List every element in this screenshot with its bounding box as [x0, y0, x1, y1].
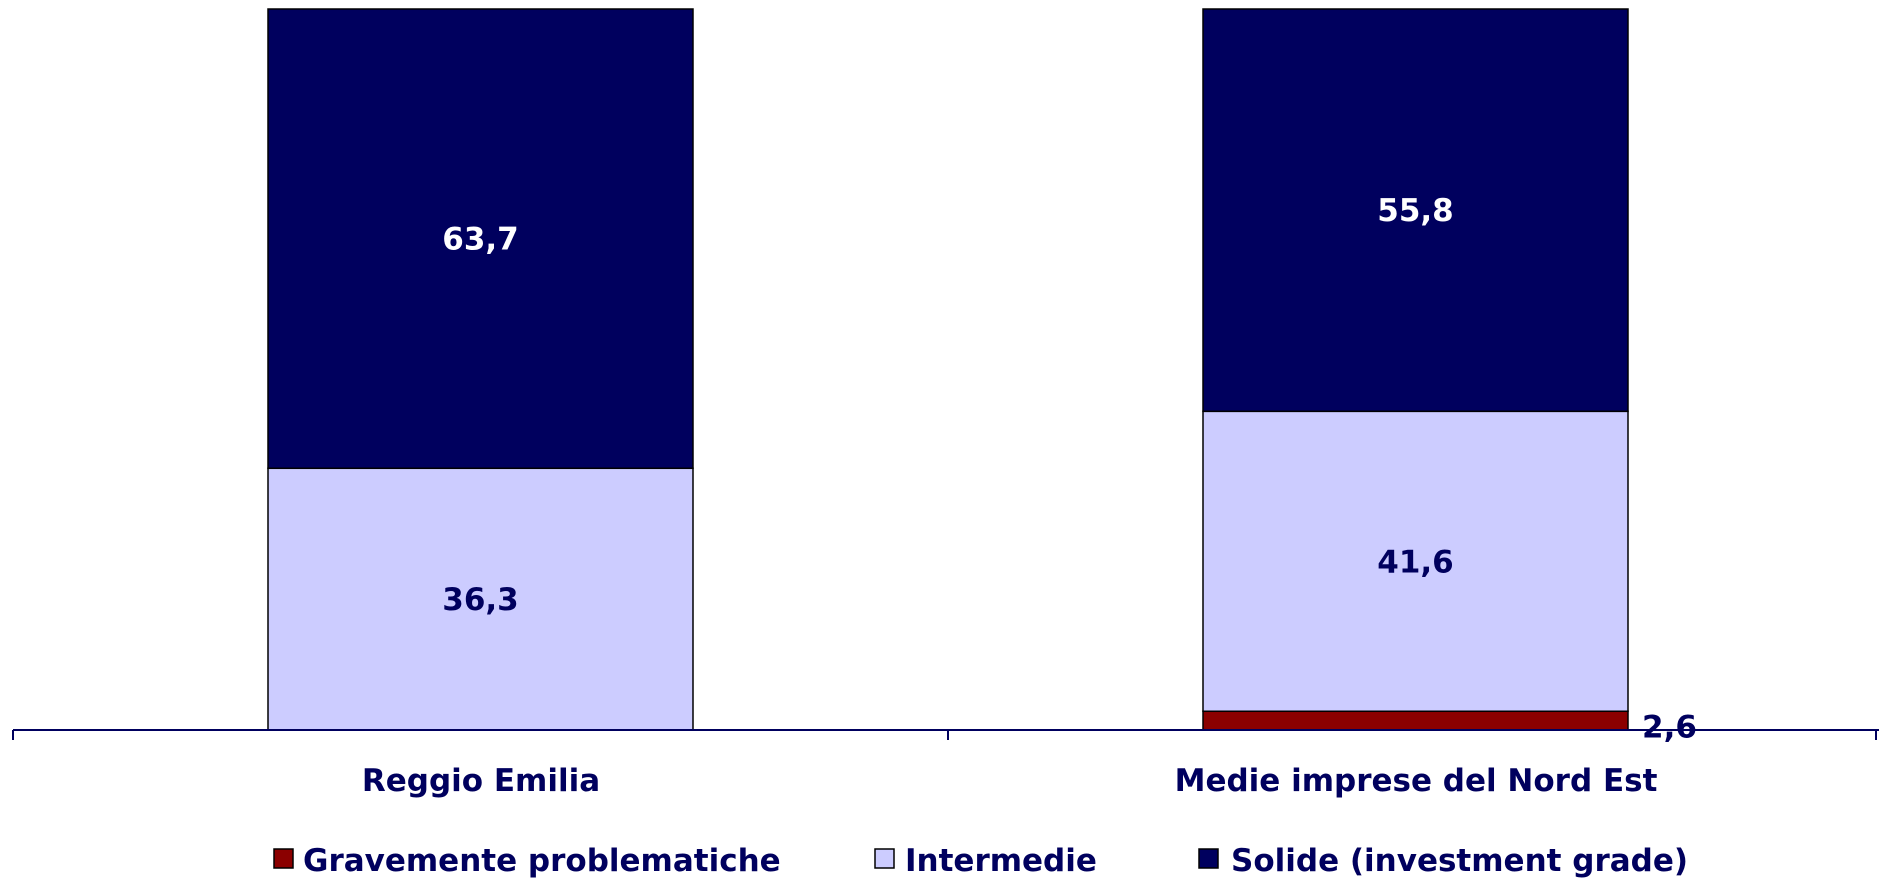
data-label: 55,8 [1377, 193, 1454, 229]
category-label: Reggio Emilia [362, 763, 600, 799]
legend-label: Gravemente problematiche [303, 843, 781, 879]
legend: Gravemente problematiche Intermedie Soli… [273, 843, 1688, 879]
bar-segment [267, 467, 694, 731]
category-labels-group: Reggio Emilia Medie imprese del Nord Est [362, 763, 1658, 799]
data-label: 41,6 [1377, 544, 1454, 580]
legend-item: Intermedie [874, 843, 1097, 879]
legend-label: Solide (investment grade) [1231, 843, 1688, 879]
bar-segment [1202, 710, 1629, 731]
legend-swatch [273, 848, 294, 869]
legend-item: Gravemente problematiche [273, 843, 781, 879]
value-labels-group: 36,3 63,7 2,6 41,6 55,8 [442, 193, 1697, 745]
category-label: Medie imprese del Nord Est [1175, 763, 1658, 799]
data-label: 2,6 [1642, 710, 1697, 746]
bar-segment [267, 8, 694, 470]
bar-segment [1202, 8, 1629, 413]
legend-label: Intermedie [905, 843, 1097, 879]
data-label: 63,7 [442, 222, 519, 258]
legend-swatch [874, 848, 895, 869]
legend-item: Solide (investment grade) [1198, 843, 1688, 879]
data-label: 36,3 [442, 582, 519, 618]
legend-swatch [1198, 848, 1219, 869]
x-axis [12, 729, 1879, 740]
bars-group [267, 8, 1629, 731]
